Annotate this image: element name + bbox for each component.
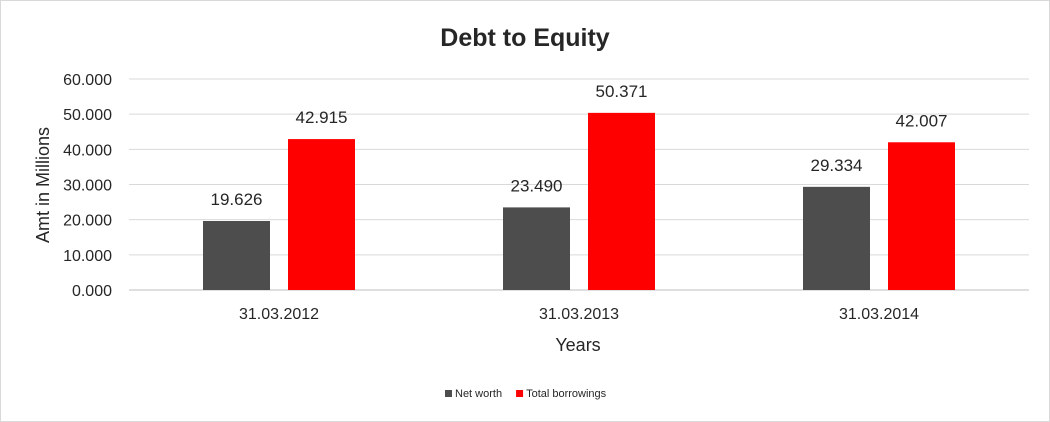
y-tick-label: 50.000 xyxy=(63,107,112,124)
legend-label: Total borrowings xyxy=(526,388,607,400)
legend-swatch xyxy=(445,390,452,397)
y-tick-label: 0.000 xyxy=(72,283,112,300)
x-axis-title: Years xyxy=(555,335,600,355)
y-tick-label: 20.000 xyxy=(63,213,112,230)
y-tick-label: 60.000 xyxy=(63,72,112,89)
data-label: 19.626 xyxy=(211,190,263,209)
x-tick-label: 31.03.2012 xyxy=(239,306,319,323)
legend-swatch xyxy=(516,390,524,397)
data-label: 29.334 xyxy=(811,156,863,175)
y-tick-label: 10.000 xyxy=(63,248,112,265)
bar-total-borrowings xyxy=(288,139,355,290)
y-axis-ticks: 0.000 10.000 20.000 30.000 40.000 50.000 60.00… xyxy=(63,72,112,300)
data-label: 42.915 xyxy=(296,108,348,127)
legend-label: Net worth xyxy=(455,388,502,400)
y-tick-label: 30.000 xyxy=(63,178,112,195)
y-axis-title: Amt in Millions xyxy=(33,127,53,243)
x-tick-label: 31.03.2014 xyxy=(839,306,919,323)
chart-title: Debt to Equity xyxy=(440,24,610,52)
bars xyxy=(203,112,955,290)
data-label: 42.007 xyxy=(896,111,948,130)
x-axis-ticks: 31.03.2012 31.03.2013 31.03.2014 xyxy=(239,306,919,323)
bar-total-borrowings xyxy=(888,142,955,290)
x-tick-label: 31.03.2013 xyxy=(539,306,619,323)
gridlines xyxy=(129,78,1029,291)
legend: Net worth Total borrowings xyxy=(445,388,607,400)
bar-net-worth xyxy=(503,207,570,290)
y-tick-label: 40.000 xyxy=(63,142,112,159)
data-labels: 19.626 42.915 23.490 50.371 29.334 42.007 xyxy=(211,82,948,209)
data-label: 23.490 xyxy=(511,176,563,195)
bar-total-borrowings xyxy=(588,112,655,290)
bar-net-worth xyxy=(203,220,270,290)
data-label: 50.371 xyxy=(596,82,648,101)
bar-net-worth xyxy=(803,186,870,290)
